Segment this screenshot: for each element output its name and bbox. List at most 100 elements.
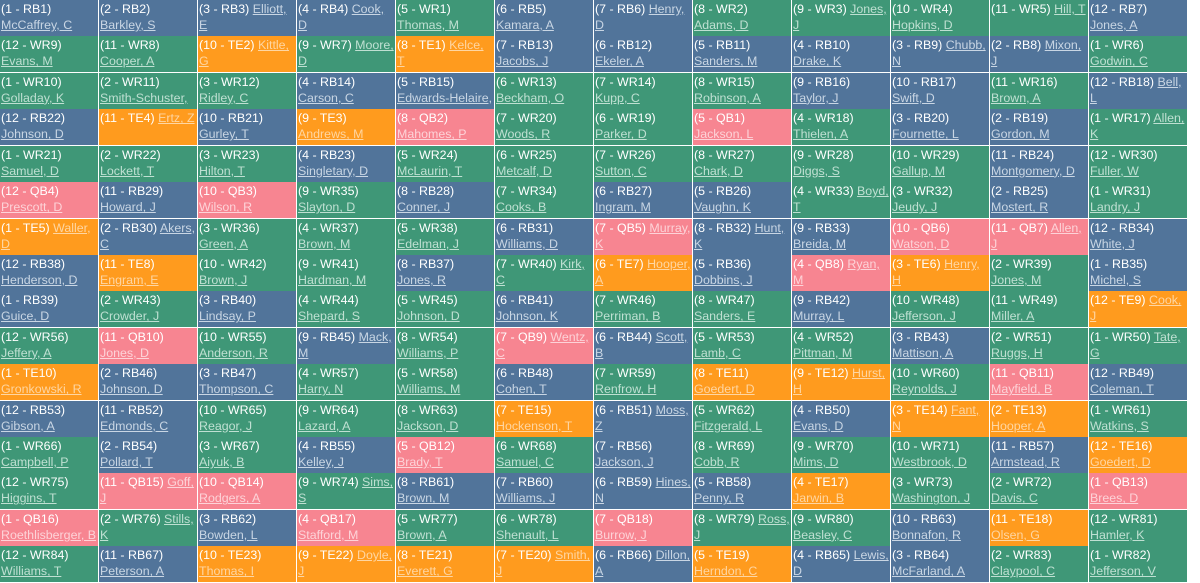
draft-pick-cell[interactable]: (9 - WR64) Lazard, A [297,400,395,437]
player-link[interactable]: Goedert, D [1090,455,1151,470]
player-link[interactable]: Green, A [199,236,248,251]
player-link[interactable]: Ekeler, A [595,54,644,69]
draft-pick-cell[interactable]: (10 - WR60) Reynolds, J [891,364,989,401]
draft-pick-cell[interactable]: (4 - WR33) Boyd, T [792,182,890,219]
draft-pick-cell[interactable]: (11 - QB11) Mayfield, B [990,364,1088,401]
player-link[interactable]: Henry, D [595,2,685,32]
draft-pick-cell[interactable]: (2 - RB54) Pollard, T [99,437,197,474]
player-link[interactable]: Allen, K [1090,111,1185,142]
draft-pick-cell[interactable]: (1 - WR66) Campbell, P [0,437,98,474]
player-link[interactable]: Ruggs, H [991,345,1043,360]
draft-pick-cell[interactable]: (4 - WR57) Harry, N [297,364,395,401]
player-link[interactable]: Michel, S [1090,272,1141,287]
draft-pick-cell[interactable]: (4 - QB8) Ryan, M [792,254,890,291]
player-link[interactable]: Adams, D [694,18,749,32]
player-link[interactable]: Brees, D [1090,491,1139,506]
draft-pick-cell[interactable]: (6 - RB41) Johnson, K [495,291,593,328]
player-link[interactable]: Williams, J [496,491,556,506]
player-link[interactable]: Elliott, E [199,2,287,32]
draft-pick-cell[interactable]: (7 - WR14) Kupp, C [594,72,692,109]
draft-pick-cell[interactable]: (6 - WR78) Shenault, L [495,509,593,546]
draft-pick-cell[interactable]: (12 - RB53) Gibson, A [0,400,98,437]
player-link[interactable]: Stills, K [100,511,194,542]
draft-pick-cell[interactable]: (12 - WR81) Hamler, K [1089,509,1187,546]
player-link[interactable]: Gibson, A [1,418,55,433]
player-link[interactable]: Johnson, D [1,127,64,142]
draft-pick-cell[interactable]: (11 - QB15) Goff, J [99,473,197,510]
player-link[interactable]: Cobb, R [694,455,740,470]
draft-pick-cell[interactable]: (3 - WR32) Jeudy, J [891,182,989,219]
player-link[interactable]: Sutton, C [595,163,647,178]
player-link[interactable]: Hurst, H [793,366,886,397]
player-link[interactable]: Claypool, C [991,564,1056,579]
draft-pick-cell[interactable]: (2 - RB8) Mixon, J [990,36,1088,73]
draft-pick-cell[interactable]: (4 - WR44) Shepard, S [297,291,395,328]
draft-pick-cell[interactable]: (11 - WR16) Brown, A [990,72,1088,109]
draft-pick-cell[interactable]: (8 - WR63) Jackson, D [396,400,494,437]
player-link[interactable]: Gallup, M [892,163,946,178]
player-link[interactable]: Murray, K [595,220,691,251]
draft-pick-cell[interactable]: (12 - RB38) Henderson, D [0,254,98,291]
player-link[interactable]: Ingram, M [595,200,651,215]
player-link[interactable]: Lockett, T [100,163,155,178]
player-link[interactable]: Pollard, T [100,455,153,470]
player-link[interactable]: Williams, T [1,564,62,579]
draft-pick-cell[interactable]: (1 - QB16) Roethlisberger, B [0,509,98,546]
player-link[interactable]: Evans, M [1,54,53,69]
draft-pick-cell[interactable]: (1 - WR10) Golladay, K [0,72,98,109]
draft-pick-cell[interactable]: (3 - TE6) Henry, H [891,254,989,291]
player-link[interactable]: Mims, D [793,455,839,470]
player-link[interactable]: Slayton, D [298,200,356,215]
player-link[interactable]: Mack, M [298,329,392,360]
player-link[interactable]: Jacobs, J [496,54,549,69]
player-link[interactable]: Thomas, M [397,18,459,32]
player-link[interactable]: Jones, R [397,272,446,287]
draft-pick-cell[interactable]: (11 - WR49) Miller, A [990,291,1088,328]
draft-pick-cell[interactable]: (11 - QB10) Jones, D [99,327,197,364]
player-link[interactable]: Williams, D [496,236,558,251]
player-link[interactable]: Goff, J [100,475,194,506]
draft-pick-cell[interactable]: (5 - RB15) Edwards-Helaire, C [396,72,494,109]
draft-pick-cell[interactable]: (5 - QB1) Jackson, L [693,109,791,146]
draft-pick-cell[interactable]: (5 - WR38) Edelman, J [396,218,494,255]
draft-pick-cell[interactable]: (12 - WR9) Evans, M [0,36,98,73]
draft-pick-cell[interactable]: (10 - WR4) Hopkins, D [891,0,989,36]
draft-pick-cell[interactable]: (4 - RB14) Carson, C [297,72,395,109]
player-link[interactable]: Brown, M [397,491,450,506]
player-link[interactable]: Bowden, L [199,527,258,542]
player-link[interactable]: Watkins, S [1090,418,1149,433]
draft-pick-cell[interactable]: (7 - TE15) Hockenson, T [495,400,593,437]
player-link[interactable]: Hamler, K [1090,527,1145,542]
player-link[interactable]: Vaughn, K [694,200,751,215]
draft-pick-cell[interactable]: (6 - RB5) Kamara, A [495,0,593,36]
draft-pick-cell[interactable]: (12 - TE16) Goedert, D [1089,437,1187,474]
player-link[interactable]: Jeudy, J [892,200,938,215]
player-link[interactable]: Kamara, A [496,18,554,32]
draft-pick-cell[interactable]: (3 - WR67) Aiyuk, B [198,437,296,474]
player-link[interactable]: Tate, G [1090,329,1181,360]
player-link[interactable]: Boyd, T [793,184,889,215]
draft-pick-cell[interactable]: (5 - RB11) Sanders, M [693,36,791,73]
player-link[interactable]: Thompson, C [199,382,274,397]
player-link[interactable]: Henry, H [892,256,980,287]
player-link[interactable]: Smith, J [496,548,591,579]
player-link[interactable]: Robinson, A [694,90,761,105]
player-link[interactable]: Fitzgerald, L [694,418,763,433]
draft-pick-cell[interactable]: (10 - WR71) Westbrook, D [891,437,989,474]
player-link[interactable]: Murray, L [793,309,845,324]
draft-pick-cell[interactable]: (1 - TE10) Gronkowski, R [0,364,98,401]
player-link[interactable]: Montgomery, D [991,163,1075,178]
draft-pick-cell[interactable]: (11 - WR8) Cooper, A [99,36,197,73]
draft-pick-cell[interactable]: (2 - WR76) Stills, K [99,509,197,546]
draft-pick-cell[interactable]: (1 - RB39) Guice, D [0,291,98,328]
player-link[interactable]: Sanders, M [694,54,758,69]
draft-pick-cell[interactable]: (8 - TE21) Everett, G [396,546,494,583]
draft-pick-cell[interactable]: (10 - WR42) Brown, J [198,254,296,291]
player-link[interactable]: Peterson, A [100,564,165,579]
draft-pick-cell[interactable]: (7 - QB9) Wentz, C [495,327,593,364]
player-link[interactable]: Davis, C [991,491,1038,506]
player-link[interactable]: Ryan, M [793,256,880,287]
draft-pick-cell[interactable]: (3 - RB9) Chubb, N [891,36,989,73]
player-link[interactable]: Engram, E [100,272,159,287]
draft-pick-cell[interactable]: (10 - TE2) Kittle, G [198,36,296,73]
